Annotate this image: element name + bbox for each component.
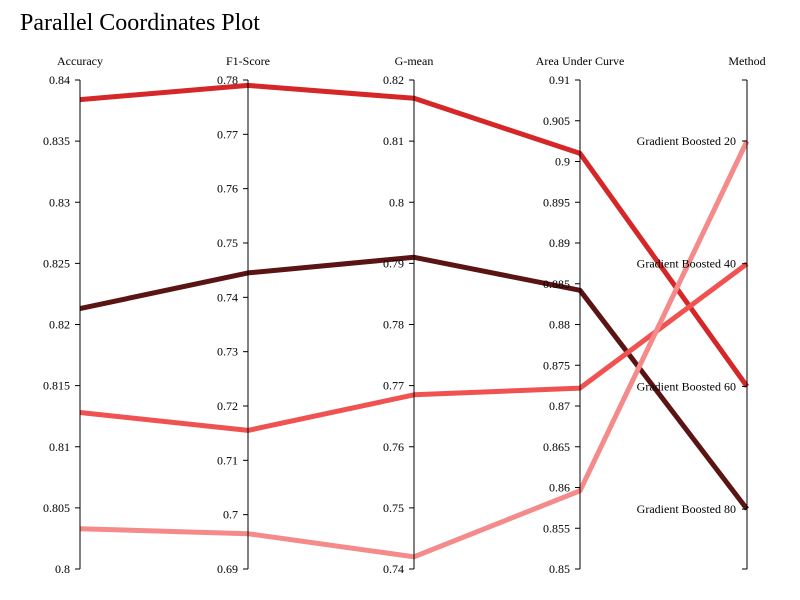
tick-label: 0.885 [543, 277, 570, 291]
method-label: Gradient Boosted 80 [637, 502, 736, 516]
tick-label: 0.76 [217, 182, 238, 196]
tick-label: 0.74 [217, 290, 238, 304]
tick-label: 0.81 [383, 134, 404, 148]
tick-label: 0.82 [383, 73, 404, 87]
axes: Accuracy 0.8 0.805 0.81 0.815 0.82 0.825 0.83 0.… [43, 54, 766, 576]
tick-label: 0.85 [549, 562, 570, 576]
axis-title: Accuracy [57, 54, 103, 68]
method-label: Gradient Boosted 60 [637, 379, 736, 393]
tick-label: 0.91 [549, 73, 570, 87]
tick-label: 0.72 [217, 399, 238, 413]
tick-label: 0.8 [389, 195, 404, 209]
axis-title: F1-Score [226, 54, 270, 68]
tick-label: 0.8 [55, 562, 70, 576]
axis-g-mean: G-mean 0.74 0.75 0.76 0.77 0.78 0.79 0.8 0.81 0.8… [383, 54, 433, 576]
axis-method: Method Gradient Boosted 20 Gradient Booste… [637, 54, 766, 570]
axis-title: Area Under Curve [536, 54, 625, 68]
tick-label: 0.825 [43, 256, 70, 270]
method-label: Gradient Boosted 40 [637, 257, 736, 271]
tick-label: 0.87 [549, 399, 570, 413]
tick-label: 0.83 [49, 195, 70, 209]
tick-label: 0.78 [383, 318, 404, 332]
tick-label: 0.75 [383, 501, 404, 515]
tick-label: 0.78 [217, 73, 238, 87]
tick-label: 0.76 [383, 440, 404, 454]
tick-label: 0.73 [217, 345, 238, 359]
tick-label: 0.81 [49, 440, 70, 454]
axis-accuracy: Accuracy 0.8 0.805 0.81 0.815 0.82 0.825 0.83 0.… [43, 54, 103, 576]
chart-title: Parallel Coordinates Plot [20, 10, 260, 36]
tick-label: 0.79 [383, 256, 404, 270]
tick-label: 0.7 [223, 508, 238, 522]
tick-label: 0.77 [217, 127, 238, 141]
tick-label: 0.805 [43, 501, 70, 515]
tick-label: 0.815 [43, 379, 70, 393]
axis-f1-score: F1-Score 0.69 0.7 0.71 0.72 0.73 0.74 0.75 0.76 0… [217, 54, 270, 576]
axis-title: G-mean [395, 54, 434, 68]
tick-label: 0.835 [43, 134, 70, 148]
method-label: Gradient Boosted 20 [637, 134, 736, 148]
tick-label: 0.77 [383, 379, 404, 393]
tick-label: 0.71 [217, 453, 238, 467]
tick-label: 0.69 [217, 562, 238, 576]
tick-label: 0.88 [549, 318, 570, 332]
tick-label: 0.74 [383, 562, 404, 576]
tick-label: 0.9 [555, 155, 570, 169]
tick-label: 0.86 [549, 481, 570, 495]
tick-label: 0.84 [49, 73, 70, 87]
tick-label: 0.89 [549, 236, 570, 250]
tick-label: 0.865 [543, 440, 570, 454]
tick-label: 0.895 [543, 195, 570, 209]
axis-title: Method [728, 54, 765, 68]
tick-label: 0.855 [543, 521, 570, 535]
tick-label: 0.875 [543, 358, 570, 372]
tick-label: 0.905 [543, 114, 570, 128]
tick-label: 0.75 [217, 236, 238, 250]
tick-label: 0.82 [49, 318, 70, 332]
axis-area-under-curve: Area Under Curve 0.85 0.855 0.86 0.865 0.87 0.… [536, 54, 625, 576]
